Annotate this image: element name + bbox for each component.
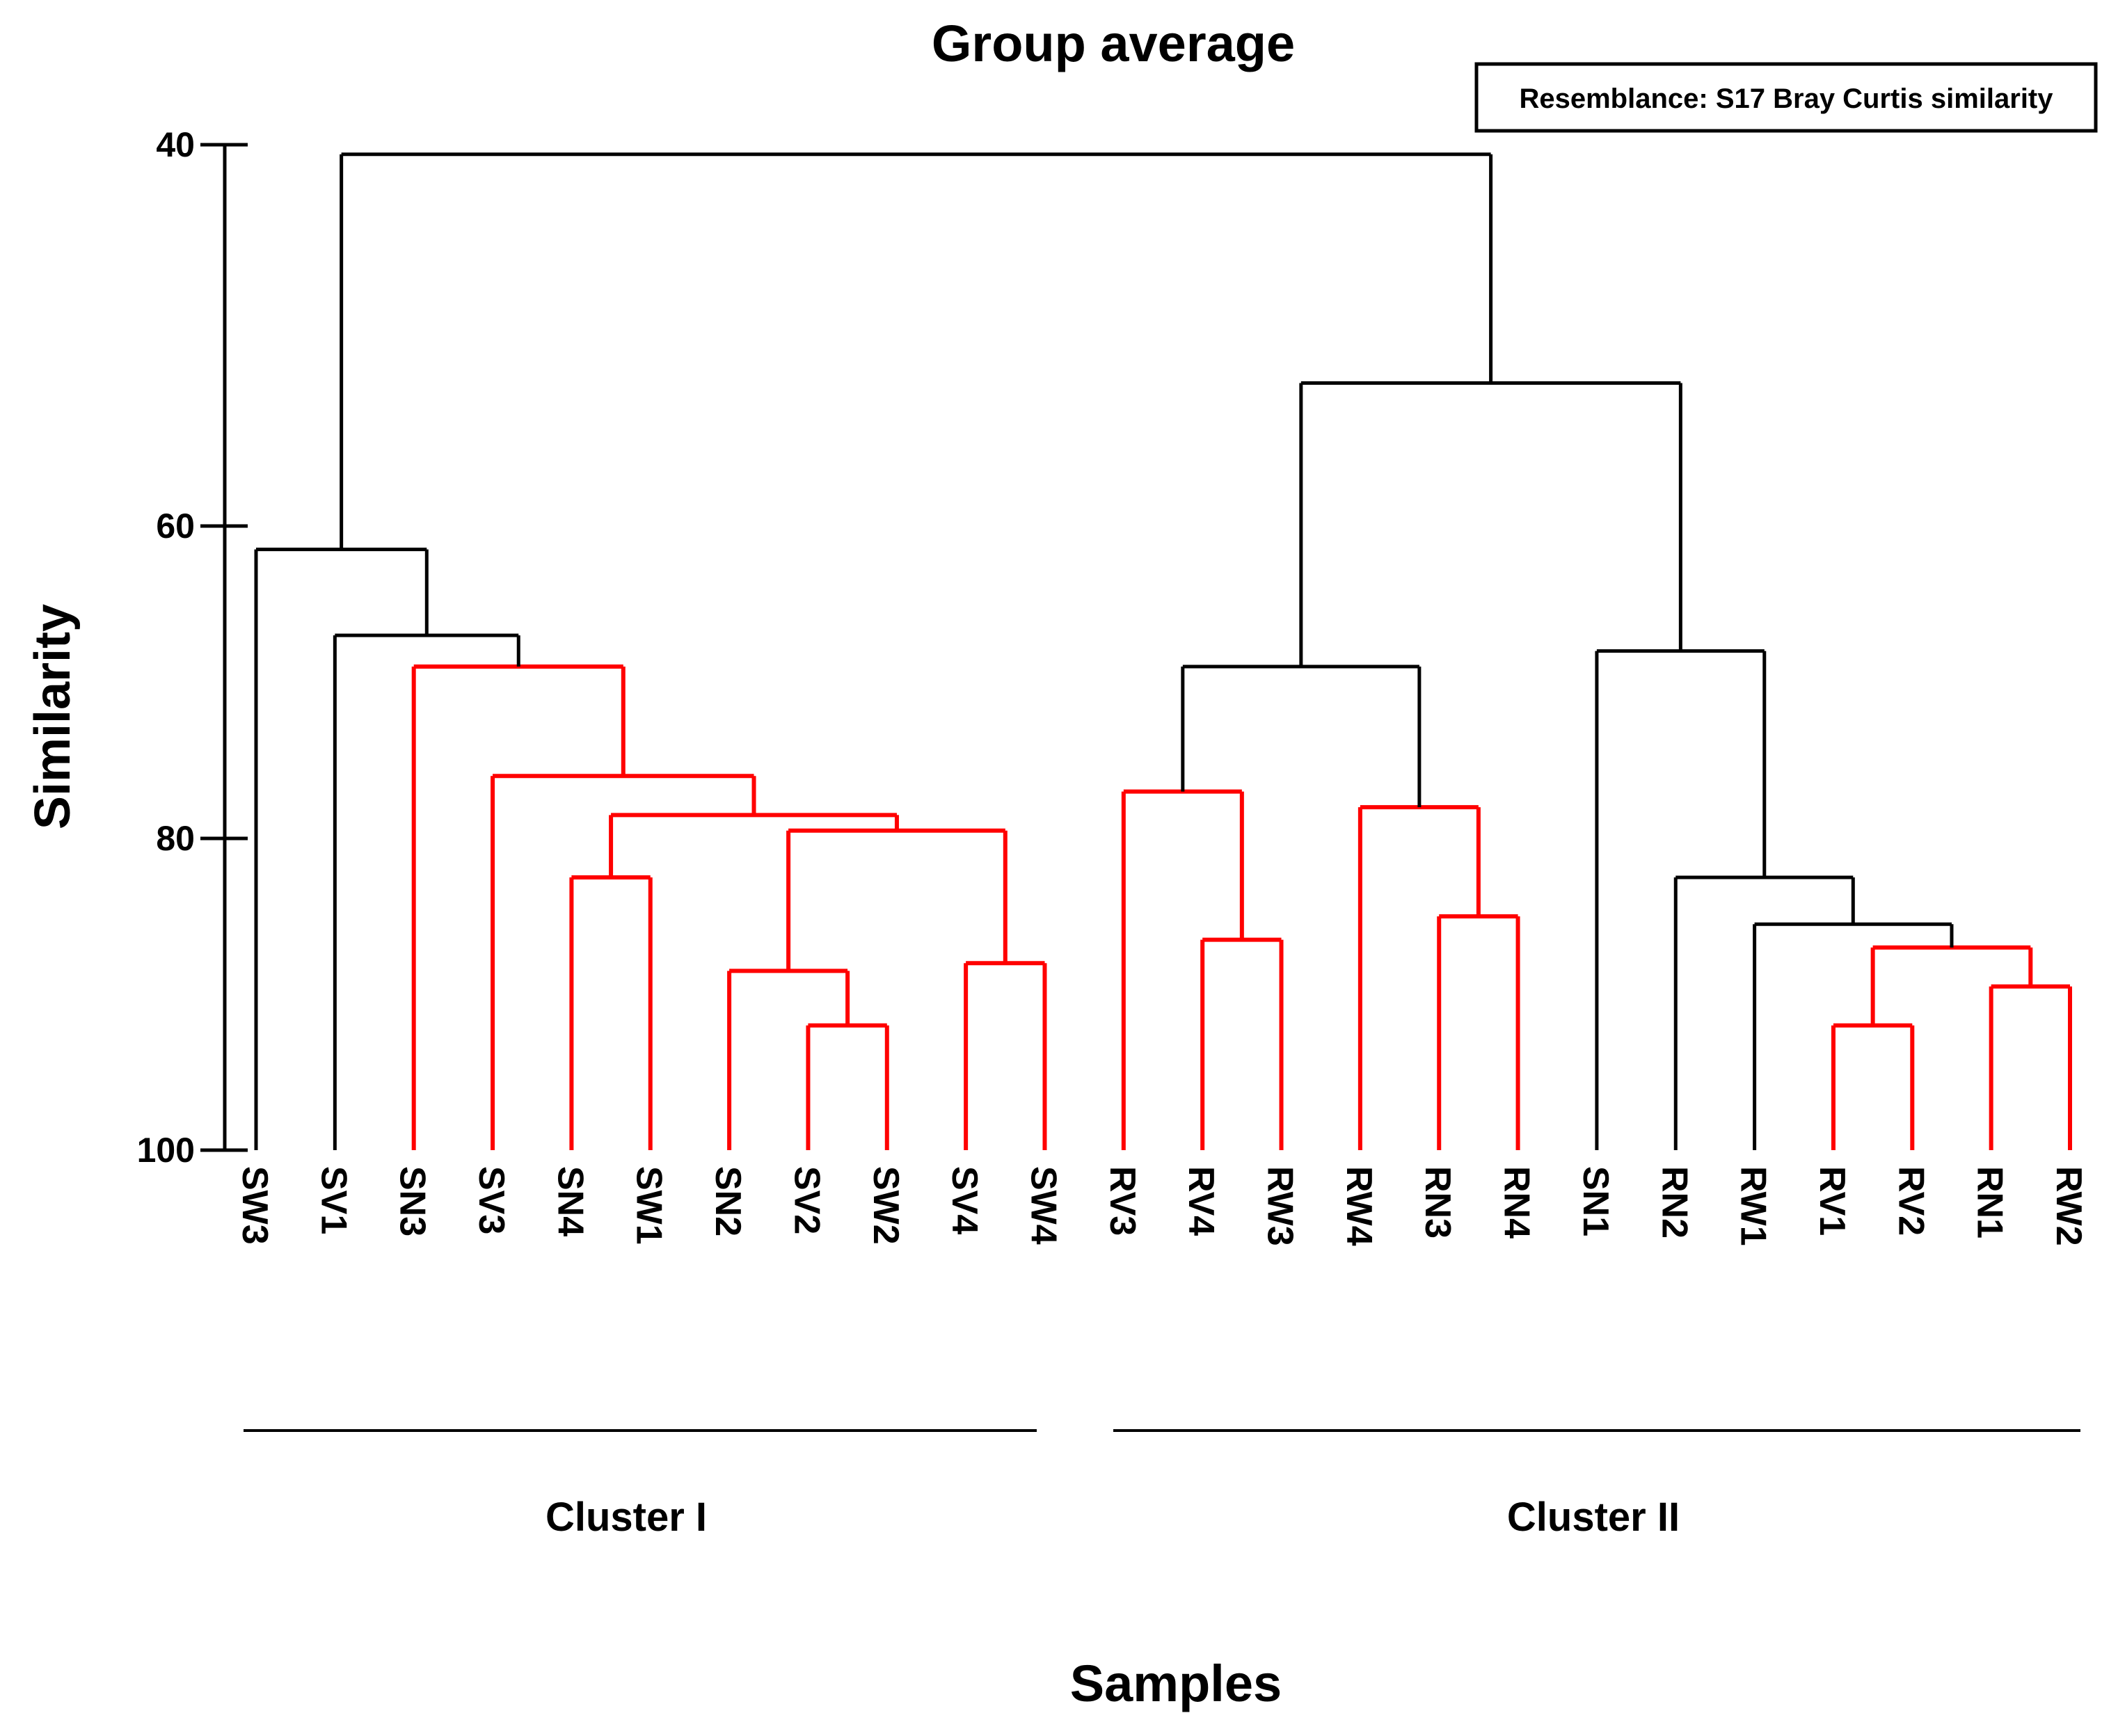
resemblance-box-text: Resemblance: S17 Bray Curtis similarity [1519,83,2053,114]
leaf-label: SV2 [786,1166,827,1234]
leaf-label: SV3 [471,1166,511,1234]
leaf-label: SN1 [1575,1166,1616,1236]
cluster-1-label: Cluster I [546,1495,707,1540]
chart-title: Group average [932,15,1295,72]
leaf-label: SV4 [944,1166,985,1234]
y-tick-label: 100 [137,1131,195,1170]
leaf-label: RV1 [1812,1166,1852,1236]
y-axis-ticks: 40 60 80 100 [137,125,248,1170]
y-axis: 40 60 80 100 [137,125,248,1170]
leaf-label: SN4 [550,1166,590,1236]
y-tick-label: 60 [156,507,195,546]
leaf-label: RN3 [1417,1166,1458,1239]
resemblance-box: Resemblance: S17 Bray Curtis similarity [1474,62,2098,133]
leaf-label: RW2 [2048,1166,2089,1246]
leaf-label: SW3 [234,1166,275,1245]
leaf-label: RN4 [1497,1166,1537,1239]
leaf-label: SW1 [629,1166,669,1245]
cluster-2-label: Cluster II [1507,1495,1680,1540]
leaf-label: SV1 [313,1166,353,1234]
leaf-label: SW2 [866,1166,906,1245]
leaf-labels: SW3 SV1 SN3 SV3 SN4 SW1 SN2 SV2 SW2 SV4 SW4 RV3 RV4 R… [234,1166,2089,1246]
leaf-label: RW1 [1733,1166,1774,1246]
leaf-label: RV2 [1890,1166,1931,1236]
resemblance-box-border [1474,62,2098,133]
cluster-annotations: Cluster I Cluster II [244,1429,2080,1540]
y-axis-label: Similarity [25,604,81,829]
leaf-label: RW3 [1260,1166,1300,1246]
leaf-label: RV4 [1181,1166,1221,1236]
dendrogram-tree [254,152,2073,1150]
y-tick-label: 40 [156,125,195,164]
leaf-label: RV3 [1102,1166,1142,1236]
x-axis-label: Samples [1070,1655,1282,1712]
leaf-label: SW4 [1023,1166,1063,1245]
leaf-label: SN3 [392,1166,433,1236]
leaf-label: RN2 [1654,1166,1694,1239]
leaf-label: RN1 [1970,1166,2010,1239]
leaf-label: RW4 [1339,1166,1379,1246]
y-tick-label: 80 [156,819,195,858]
leaf-label: SN2 [708,1166,748,1236]
